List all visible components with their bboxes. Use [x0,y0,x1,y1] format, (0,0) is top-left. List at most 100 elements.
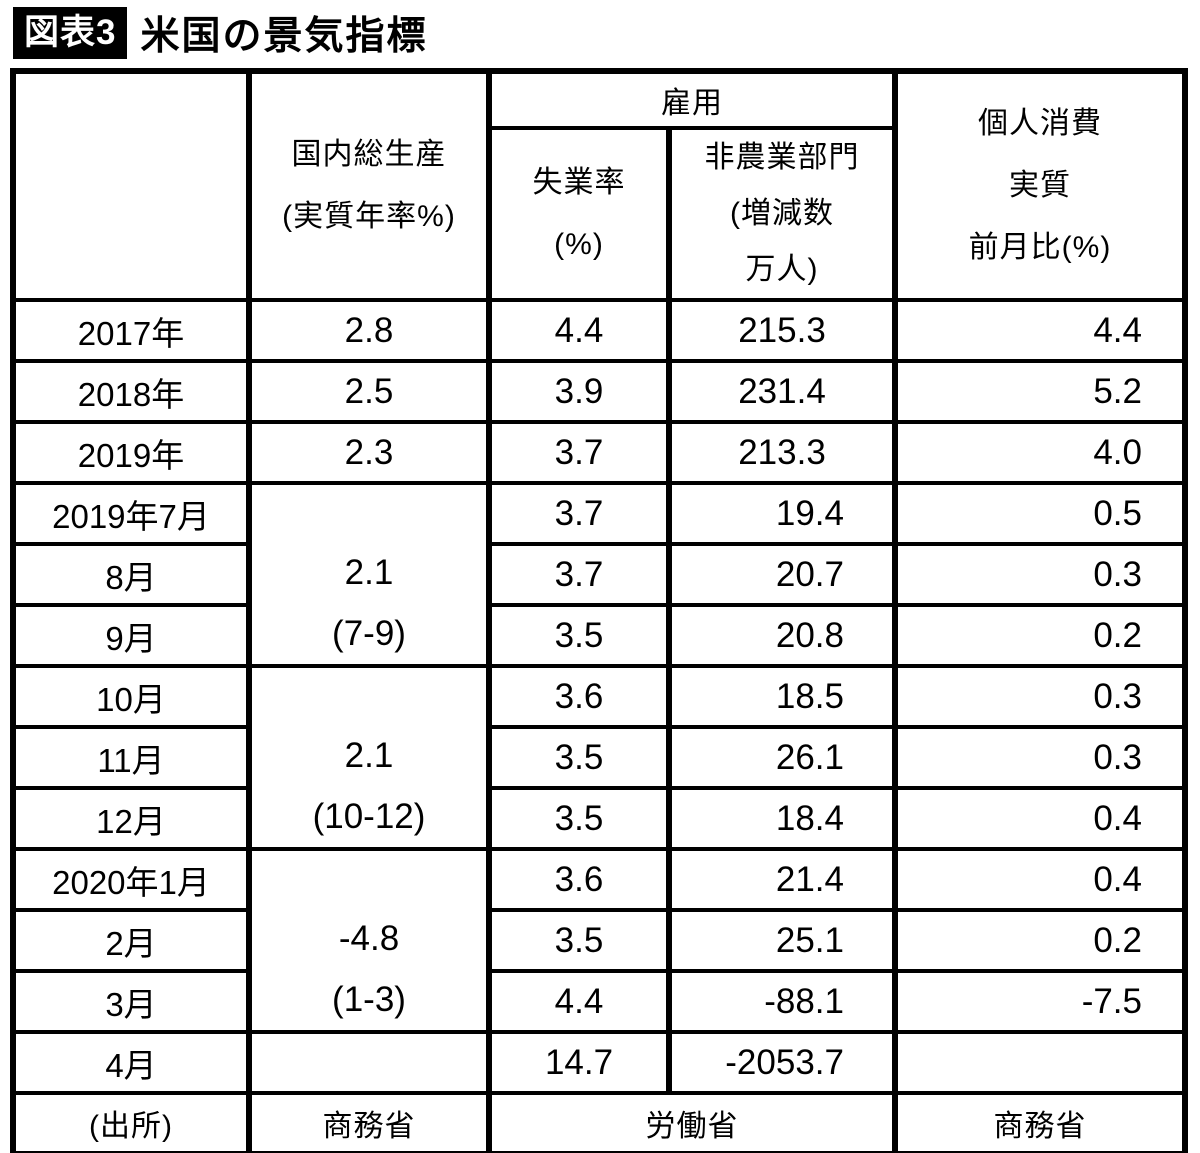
cell-unemployment: 3.5 [486,725,672,790]
header-gdp: 国内総生産 (実質年率%) [246,69,492,302]
header-nonfarm: 非農業部門 (増減数 万人) [666,126,898,302]
cell-gdp-q4-2019: 2.1 (10-12) [246,664,492,851]
table-row-source: (出所) 商務省 労働省 商務省 [10,1091,1188,1153]
cell-consumption: 4.0 [892,420,1188,485]
gdp-quarter-period: (7-9) [332,614,406,653]
figure-title: 図表3 米国の景気指標 [0,0,1200,59]
cell-nonfarm: 25.1 [666,908,898,973]
cell-nonfarm: 213.3 [666,420,898,485]
gdp-quarter-period: (1-3) [332,980,406,1019]
cell-unemployment: 4.4 [486,969,672,1034]
table-row-2020-01: 2020年1月 -4.8 (1-3) 3.6 21.4 0.4 [10,847,1188,1034]
gdp-quarter-period: (10-12) [312,797,426,836]
cell-consumption-empty [892,1030,1188,1095]
header-gdp-line2: (実質年率%) [282,200,456,233]
cell-consumption: 0.3 [892,725,1188,790]
header-employment: 雇用 [486,69,898,130]
cell-nonfarm: -2053.7 [666,1030,898,1095]
cell-unemployment: 3.7 [486,481,672,546]
table-row-2019-11: 11月 3.5 26.1 0.3 [10,725,1188,790]
row-label: 2018年 [10,359,252,424]
cell-nonfarm: 18.4 [666,786,898,851]
cell-gdp-empty [246,1030,492,1095]
cell-nonfarm: 21.4 [666,847,898,912]
cell-consumption: 0.4 [892,786,1188,851]
cell-gdp: 2.8 [246,298,492,363]
row-label: 4月 [10,1030,252,1095]
cell-nonfarm: 26.1 [666,725,898,790]
table-row-2019-12: 12月 3.5 18.4 0.4 [10,786,1188,851]
row-label: 2020年1月 [10,847,252,912]
cell-unemployment: 14.7 [486,1030,672,1095]
cell-consumption: 0.2 [892,603,1188,668]
header-consumption-line1: 個人消費 [978,107,1102,140]
gdp-quarter-value: -4.8 [338,919,400,958]
table-row-2020-04: 4月 14.7 -2053.7 [10,1030,1188,1095]
cell-nonfarm: 20.8 [666,603,898,668]
cell-consumption: 0.3 [892,542,1188,607]
cell-unemployment: 3.6 [486,664,672,729]
cell-nonfarm: 19.4 [666,481,898,546]
cell-nonfarm: 215.3 [666,298,898,363]
cell-unemployment: 3.5 [486,603,672,668]
source-label: (出所) [10,1091,252,1153]
cell-gdp-q3-2019: 2.1 (7-9) [246,481,492,668]
cell-consumption: 0.3 [892,664,1188,729]
cell-unemployment: 3.7 [486,542,672,607]
table-row-2019: 2019年 2.3 3.7 213.3 4.0 [10,420,1188,485]
source-employment: 労働省 [486,1091,898,1153]
table-row-2019-08: 8月 3.7 20.7 0.3 [10,542,1188,607]
indicators-table: 国内総生産 (実質年率%) 雇用 個人消費 実質 前月比(%) 失業率 (%) … [10,68,1188,1153]
figure-badge: 図表3 [13,7,128,59]
table-row-2020-03: 3月 4.4 -88.1 -7.5 [10,969,1188,1034]
header-consumption-line2: 実質 [1009,169,1071,202]
gdp-quarter-value: 2.1 [344,736,394,775]
header-nonfarm-line2: (増減数 [730,197,834,230]
row-label: 2019年 [10,420,252,485]
cell-unemployment: 3.7 [486,420,672,485]
source-gdp: 商務省 [246,1091,492,1153]
cell-consumption: 0.4 [892,847,1188,912]
row-label: 2019年7月 [10,481,252,546]
cell-gdp: 2.5 [246,359,492,424]
header-unemployment-line1: 失業率 [532,166,626,199]
cell-nonfarm: -88.1 [666,969,898,1034]
header-consumption-line3: 前月比(%) [968,231,1112,264]
cell-unemployment: 4.4 [486,298,672,363]
row-label: 11月 [10,725,252,790]
cell-gdp-q1-2020: -4.8 (1-3) [246,847,492,1034]
cell-nonfarm: 18.5 [666,664,898,729]
header-unemployment-line2: (%) [554,228,604,261]
header-unemployment: 失業率 (%) [486,126,672,302]
cell-nonfarm: 231.4 [666,359,898,424]
row-label: 8月 [10,542,252,607]
header-nonfarm-line3: 万人) [745,253,819,286]
cell-consumption: 0.2 [892,908,1188,973]
gdp-quarter-value: 2.1 [344,553,394,592]
cell-consumption: 5.2 [892,359,1188,424]
row-label: 2月 [10,908,252,973]
table-row-2018: 2018年 2.5 3.9 231.4 5.2 [10,359,1188,424]
cell-nonfarm: 20.7 [666,542,898,607]
source-consumption: 商務省 [892,1091,1188,1153]
cell-consumption: 0.5 [892,481,1188,546]
table-row-2019-07: 2019年7月 2.1 (7-9) 3.7 19.4 0.5 [10,481,1188,668]
row-label: 3月 [10,969,252,1034]
cell-unemployment: 3.6 [486,847,672,912]
table-row-2017: 2017年 2.8 4.4 215.3 4.4 [10,298,1188,363]
row-label: 10月 [10,664,252,729]
cell-unemployment: 3.9 [486,359,672,424]
header-blank-cell [10,69,252,302]
header-consumption: 個人消費 実質 前月比(%) [892,69,1188,302]
header-gdp-line1: 国内総生産 [291,138,447,171]
table-row-2020-02: 2月 3.5 25.1 0.2 [10,908,1188,973]
header-nonfarm-line1: 非農業部門 [704,141,860,174]
cell-gdp: 2.3 [246,420,492,485]
cell-unemployment: 3.5 [486,786,672,851]
table-row-2019-09: 9月 3.5 20.8 0.2 [10,603,1188,668]
row-label: 2017年 [10,298,252,363]
table-row-2019-10: 10月 2.1 (10-12) 3.6 18.5 0.3 [10,664,1188,851]
row-label: 12月 [10,786,252,851]
cell-unemployment: 3.5 [486,908,672,973]
